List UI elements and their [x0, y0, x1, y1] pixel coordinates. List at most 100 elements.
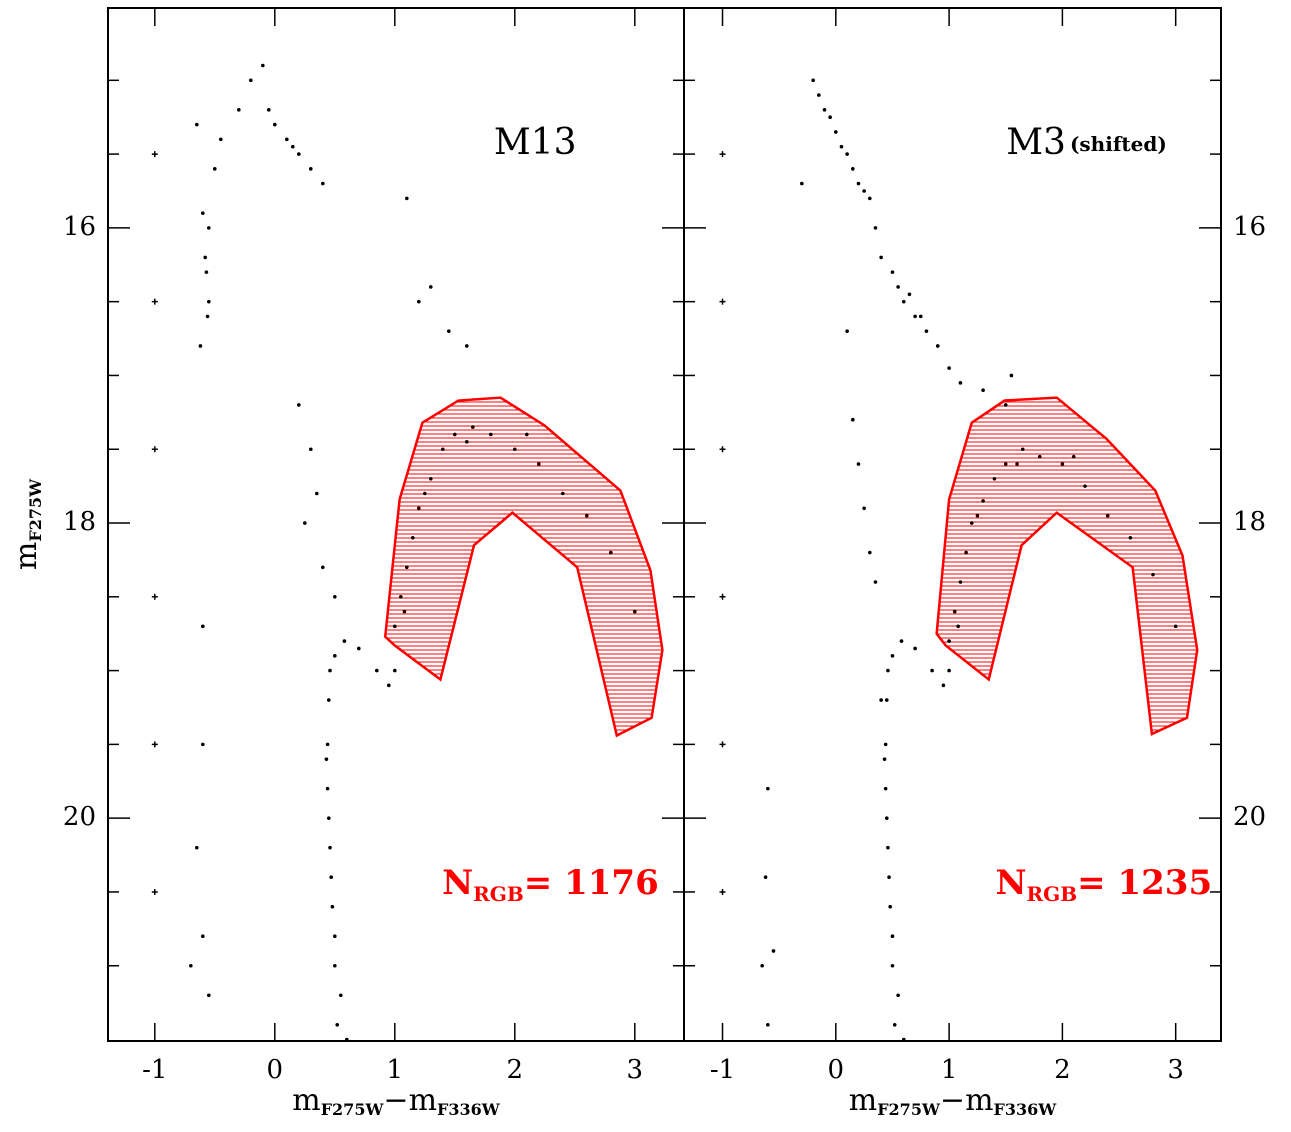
xlabel-op: − — [940, 1083, 965, 1118]
star — [537, 462, 541, 466]
star — [918, 314, 923, 319]
star — [1173, 624, 1178, 629]
x-tick-label: 3 — [1167, 1055, 1184, 1085]
star — [924, 329, 929, 333]
ylabel-m: m — [9, 542, 44, 570]
star — [958, 580, 963, 584]
star — [834, 130, 838, 134]
star — [297, 403, 301, 407]
selection-region — [383, 396, 664, 738]
star — [969, 521, 974, 525]
star — [947, 668, 951, 673]
star — [325, 742, 330, 747]
star — [992, 476, 997, 481]
star — [393, 624, 397, 629]
plot-frame — [683, 7, 1222, 1042]
annotation-main: N — [995, 863, 1026, 903]
star — [321, 565, 325, 570]
star — [890, 963, 895, 968]
star — [822, 108, 827, 112]
star — [839, 144, 844, 149]
star — [862, 189, 866, 193]
star — [766, 1022, 770, 1027]
error-bar — [719, 593, 726, 600]
y-tick-label: 20 — [1233, 802, 1266, 832]
star — [981, 499, 985, 503]
x-tick-label: 0 — [267, 1055, 284, 1085]
star — [333, 934, 337, 939]
star — [201, 742, 205, 747]
star — [867, 550, 872, 555]
star — [333, 595, 337, 599]
star — [873, 580, 878, 584]
star — [489, 432, 493, 437]
star — [465, 440, 469, 444]
star — [760, 963, 764, 968]
star — [952, 609, 957, 614]
star — [357, 646, 361, 651]
star — [1015, 462, 1019, 466]
star — [845, 152, 849, 156]
y-tick-label: 18 — [1233, 507, 1266, 537]
xlabel-sub: F336W — [994, 1100, 1058, 1119]
xlabel-m: m — [965, 1083, 993, 1118]
star — [333, 654, 337, 658]
star — [339, 993, 343, 998]
xlabel-m: m — [292, 1083, 320, 1118]
star — [219, 137, 223, 142]
star — [947, 366, 951, 370]
star — [330, 904, 335, 909]
annotation-main: N — [442, 863, 473, 903]
star — [913, 314, 917, 319]
star — [817, 93, 821, 97]
star — [429, 285, 433, 289]
error-bar — [151, 593, 158, 600]
star — [845, 329, 849, 333]
star — [896, 285, 900, 289]
star — [453, 432, 457, 437]
star — [883, 742, 888, 747]
xlabel-sub: F336W — [437, 1100, 501, 1119]
star — [1128, 535, 1133, 540]
star — [1151, 572, 1155, 577]
star — [896, 993, 900, 998]
star — [195, 122, 199, 127]
star — [771, 949, 776, 953]
star — [851, 167, 855, 171]
star — [399, 595, 403, 599]
star — [888, 904, 892, 909]
x-tick-label: -1 — [142, 1055, 167, 1085]
star — [387, 683, 391, 688]
star — [811, 78, 815, 83]
error-bar — [151, 888, 158, 895]
star — [1060, 462, 1065, 466]
star — [890, 654, 895, 658]
star — [1003, 403, 1008, 407]
star — [324, 757, 329, 761]
title-text: M3 — [1006, 122, 1066, 163]
star — [525, 432, 529, 437]
star — [935, 344, 940, 348]
star — [879, 698, 883, 702]
star — [315, 491, 319, 496]
x-tick-label: 1 — [941, 1055, 958, 1085]
star — [901, 299, 906, 304]
error-bar — [151, 741, 158, 748]
star — [851, 417, 855, 422]
star — [201, 211, 205, 215]
star — [261, 63, 265, 68]
star — [405, 565, 409, 570]
star — [585, 513, 589, 518]
x-tick-label: 3 — [627, 1055, 644, 1085]
star — [402, 609, 407, 614]
y-tick-label: 16 — [63, 212, 96, 242]
star — [204, 270, 209, 274]
error-bar — [719, 446, 726, 453]
star — [975, 513, 980, 518]
star — [561, 491, 565, 496]
star — [471, 425, 475, 429]
xlabel-sub: F275W — [877, 1100, 941, 1119]
x-tick-label: 1 — [387, 1055, 404, 1085]
star — [800, 181, 804, 186]
xlabel-m: m — [849, 1083, 877, 1118]
